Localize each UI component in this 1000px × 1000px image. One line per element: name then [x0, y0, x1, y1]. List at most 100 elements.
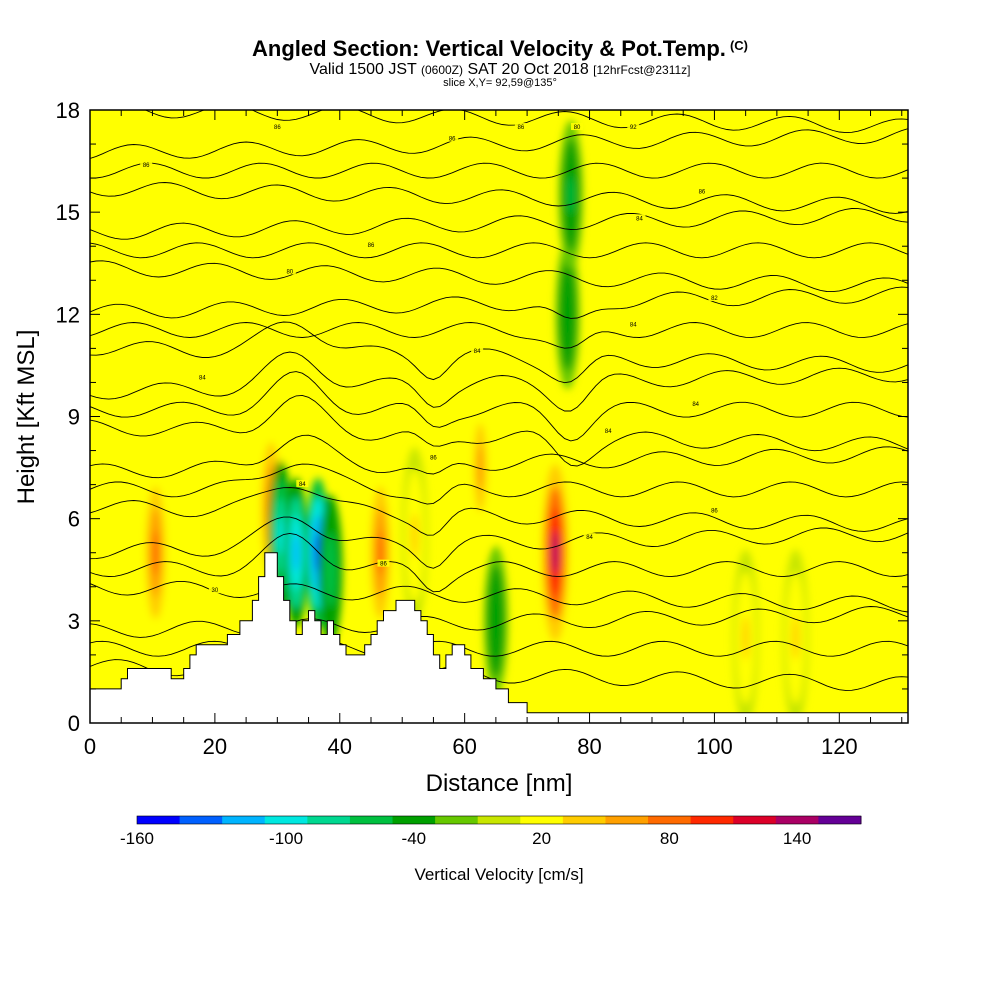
- theta-contour-line: [90, 321, 908, 384]
- contour-label-bg: [602, 426, 615, 434]
- contour-label: 82: [711, 296, 718, 302]
- velocity-cell: [293, 533, 300, 572]
- contour-label: 86: [274, 125, 281, 131]
- slice-info: slice X,Y= 92,59@135°: [443, 77, 557, 89]
- y-tick-label: 12: [56, 302, 80, 327]
- contour-label: 84: [299, 482, 306, 488]
- contour-label-bg: [514, 123, 527, 131]
- velocity-cell: [152, 530, 159, 575]
- theta-contour-line: [90, 242, 908, 259]
- theta-contour-line: [90, 208, 908, 240]
- colorbar-swatch: [222, 816, 266, 824]
- y-axis-label: Height [Kft MSL]: [13, 330, 40, 505]
- contour-label-bg: [471, 347, 484, 355]
- y-tick-label: 15: [56, 200, 80, 225]
- colorbar-swatch: [562, 816, 606, 824]
- theta-contour-line: [90, 640, 908, 657]
- colorbar-swatch: [775, 816, 819, 824]
- velocity-cell: [567, 176, 574, 214]
- x-tick-label: 20: [203, 734, 227, 759]
- contour-label-bg: [446, 134, 459, 142]
- contour-label: 86: [430, 455, 437, 461]
- contour-label: 86: [449, 137, 456, 143]
- velocity-cell: [742, 615, 749, 660]
- valid-zulu: (0600Z): [420, 63, 463, 77]
- contour-label-bg: [296, 479, 309, 487]
- velocity-cell: [551, 530, 559, 575]
- contour-label: 84: [199, 376, 206, 382]
- x-tick-label: 0: [84, 734, 96, 759]
- theta-contour-line: [90, 463, 908, 505]
- colorbar: -160 -100 -40 20 80 140: [120, 815, 862, 848]
- colorbar-tick-label: 20: [532, 829, 551, 848]
- velocity-cell: [327, 551, 334, 589]
- velocity-cell: [492, 602, 499, 640]
- velocity-field: [142, 120, 809, 723]
- contour-label-bg: [627, 320, 640, 328]
- colorbar-swatch: [307, 816, 351, 824]
- contour-label: 84: [630, 323, 637, 329]
- contour-label-bg: [633, 214, 646, 222]
- colorbar-swatch: [648, 816, 692, 824]
- contour-label-bg: [271, 123, 284, 131]
- contour-label: 86: [711, 508, 718, 514]
- colorbar-swatch: [392, 816, 436, 824]
- contour-label-bg: [708, 293, 721, 301]
- colorbar-tick-label: 80: [660, 829, 679, 848]
- contour-label: 84: [605, 429, 612, 435]
- theta-contour-line: [90, 128, 908, 159]
- colorbar-tick-label: -40: [402, 829, 427, 848]
- theta-contour-line: [90, 351, 908, 412]
- contour-label-bg: [689, 400, 702, 408]
- colorbar-swatch: [137, 816, 181, 824]
- contour-label-bg: [283, 267, 296, 275]
- y-tick-label: 6: [68, 507, 80, 532]
- contour-label-bg: [364, 240, 377, 248]
- theta-contour-line: [144, 110, 908, 134]
- y-tick-label: 18: [56, 98, 80, 123]
- contour-label-bg: [695, 187, 708, 195]
- velocity-cell: [411, 513, 418, 558]
- y-tick-label: 0: [68, 711, 80, 736]
- colorbar-swatch: [605, 816, 649, 824]
- velocity-cell: [477, 445, 484, 490]
- contour-label: 86: [368, 243, 375, 249]
- contour-label: 84: [692, 402, 699, 408]
- velocity-cell: [792, 615, 799, 660]
- contour-label-bg: [196, 373, 209, 381]
- colorbar-tick-label: -160: [120, 829, 154, 848]
- contour-label-bg: [208, 586, 221, 594]
- velocity-cell: [564, 295, 571, 334]
- theta-contour-line: [90, 322, 908, 349]
- colorbar-swatch: [349, 816, 394, 824]
- contour-label: 86: [518, 125, 525, 131]
- chart-title: Angled Section: Vertical Velocity & Pot.…: [0, 36, 1000, 62]
- contour-label: 84: [474, 349, 481, 355]
- colorbar-swatch: [264, 816, 308, 824]
- theta-contour-line: [90, 532, 908, 593]
- x-axis-label: Distance [nm]: [426, 770, 573, 797]
- contour-label: 80: [574, 125, 581, 131]
- contour-label: 30: [212, 588, 219, 594]
- colorbar-tick-label: -100: [269, 829, 303, 848]
- colorbar-title: Vertical Velocity [cm/s]: [414, 865, 583, 884]
- theta-contour-line: [90, 580, 908, 613]
- valid-date: SAT 20 Oct 2018: [467, 61, 589, 78]
- theta-contour-line: [90, 606, 908, 638]
- x-tick-label: 120: [821, 734, 858, 759]
- theta-contour-line: [90, 434, 908, 479]
- chart-title-main: Angled Section: Vertical Velocity & Pot.…: [252, 36, 726, 61]
- contour-label-bg: [140, 161, 153, 169]
- contour-label: 80: [286, 269, 293, 275]
- terrain-mask: [90, 552, 908, 723]
- x-tick-label: 60: [452, 734, 476, 759]
- contour-label: 84: [636, 216, 643, 222]
- colorbar-swatch: [520, 816, 564, 824]
- x-tick-label: 40: [328, 734, 352, 759]
- contour-label-bg: [583, 533, 596, 541]
- contour-label: 86: [143, 163, 150, 169]
- contour-label: 86: [380, 562, 387, 568]
- x-tick-label: 80: [577, 734, 601, 759]
- contour-label-bg: [427, 453, 440, 461]
